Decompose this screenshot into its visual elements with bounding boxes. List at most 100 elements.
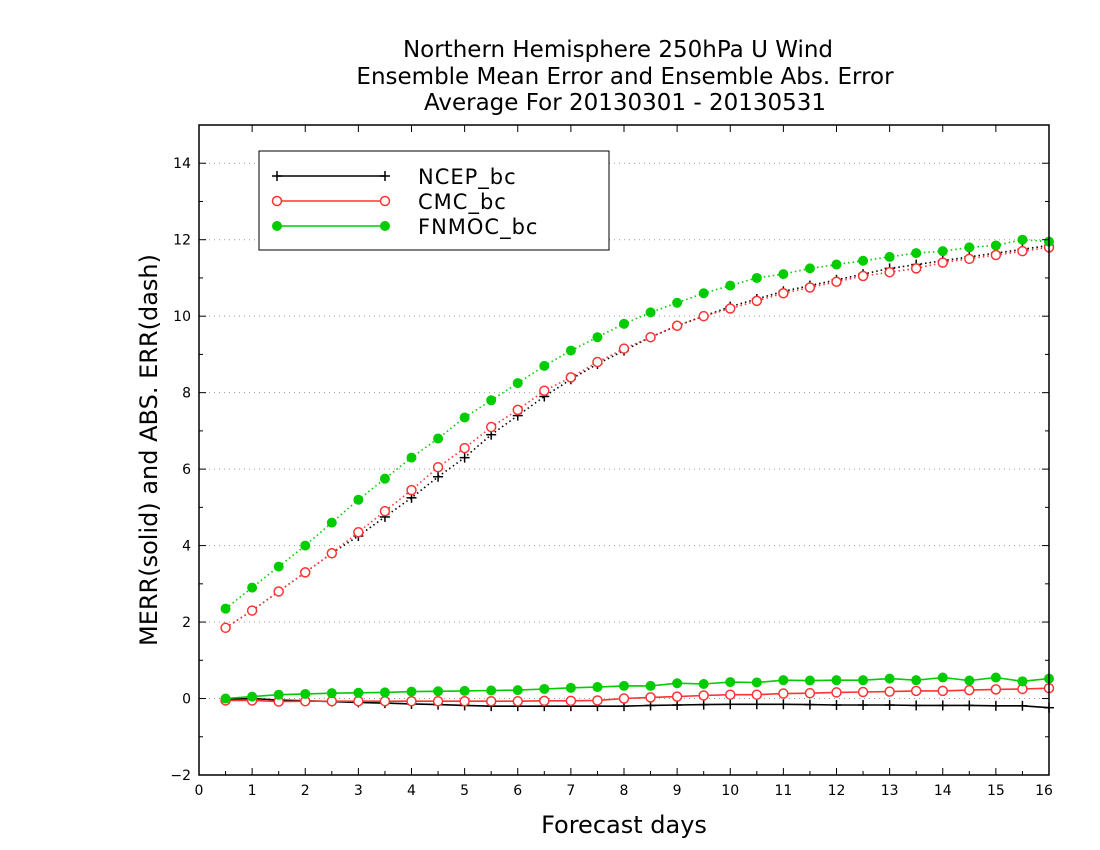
point-CMC_bc-abs_err: [512, 404, 523, 416]
point-FNMOC_bc-merr: [725, 677, 736, 688]
point-CMC_bc-abs_err: [565, 372, 577, 383]
line-CMC_bc-abs_err: [225, 246, 1050, 629]
point-CMC_bc-merr: [565, 695, 577, 707]
point-FNMOC_bc-abs_err: [300, 540, 311, 551]
point-CMC_bc-abs_err: [990, 249, 1002, 261]
line-NCEP_bc-abs_err: [225, 244, 1050, 629]
point-CMC_bc-abs_err: [937, 257, 948, 268]
x-tick-label: 10: [721, 783, 739, 799]
point-NCEP_bc-abs_err: [459, 452, 470, 463]
x-tick-label: 0: [195, 783, 204, 799]
x-tick-label: 5: [460, 783, 469, 799]
chart-title-line-3: Average For 20130301 - 20130531: [424, 90, 826, 116]
point-CMC_bc-merr: [751, 689, 763, 700]
x-axis-label: Forecast days: [541, 811, 707, 839]
point-FNMOC_bc-merr: [804, 675, 815, 686]
point-FNMOC_bc-merr: [964, 675, 975, 686]
point-NCEP_bc-merr: [751, 699, 762, 710]
point-FNMOC_bc-abs_err: [911, 248, 922, 259]
legend-item-FNMOC_bc: FNMOC_bc: [272, 215, 537, 240]
point-NCEP_bc-merr: [884, 700, 895, 711]
point-FNMOC_bc-merr: [645, 680, 656, 691]
point-FNMOC_bc-abs_err: [1017, 234, 1028, 245]
series-CMC_bc: [220, 242, 1055, 707]
point-FNMOC_bc-merr: [884, 673, 895, 684]
point-FNMOC_bc-merr: [220, 693, 231, 704]
point-CMC_bc-merr: [884, 686, 895, 697]
point-CMC_bc-abs_err: [432, 461, 444, 473]
point-FNMOC_bc-abs_err: [698, 288, 709, 299]
point-FNMOC_bc-merr: [433, 686, 444, 697]
point-NCEP_bc-merr: [778, 699, 789, 710]
point-CMC_bc-abs_err: [353, 526, 364, 538]
point-FNMOC_bc-merr: [539, 683, 550, 694]
point-CMC_bc-abs_err: [246, 605, 258, 616]
point-CMC_bc-abs_err: [459, 442, 470, 454]
point-CMC_bc-abs_err: [1017, 245, 1028, 257]
point-CMC_bc-abs_err: [326, 547, 338, 559]
point-FNMOC_bc-abs_err: [220, 603, 231, 614]
point-CMC_bc-merr: [485, 695, 497, 707]
point-FNMOC_bc-merr: [619, 680, 629, 691]
point-FNMOC_bc-merr: [273, 689, 284, 700]
point-FNMOC_bc-merr: [698, 679, 709, 689]
point-FNMOC_bc-merr: [486, 685, 497, 696]
x-tick-label: 14: [934, 783, 952, 799]
point-FNMOC_bc-abs_err: [990, 240, 1001, 251]
point-CMC_bc-abs_err: [645, 331, 656, 343]
point-FNMOC_bc-merr: [778, 675, 789, 686]
legend-item-NCEP_bc: NCEP_bc: [272, 165, 516, 190]
line-FNMOC_bc-abs_err: [225, 238, 1050, 610]
point-FNMOC_bc-abs_err: [645, 307, 656, 318]
point-NCEP_bc-merr: [858, 700, 869, 711]
point-FNMOC_bc-abs_err: [406, 452, 417, 463]
point-CMC_bc-abs_err: [751, 295, 763, 307]
point-FNMOC_bc-abs_err: [804, 263, 815, 274]
point-CMC_bc-merr: [804, 687, 816, 699]
x-tick-label: 12: [828, 783, 846, 799]
point-FNMOC_bc-abs_err: [565, 345, 576, 356]
point-FNMOC_bc-merr: [300, 688, 311, 699]
point-CMC_bc-abs_err: [539, 385, 550, 396]
point-CMC_bc-abs_err: [831, 276, 842, 288]
point-CMC_bc-merr: [432, 695, 444, 707]
point-FNMOC_bc-abs_err: [672, 297, 683, 308]
point-CMC_bc-abs_err: [485, 421, 497, 433]
point-FNMOC_bc-abs_err: [964, 242, 975, 253]
x-tick-label: 16: [1035, 783, 1053, 799]
y-tick-label: 0: [182, 692, 191, 708]
point-FNMOC_bc-abs_err: [486, 395, 497, 406]
point-FNMOC_bc-merr: [379, 687, 390, 698]
point-CMC_bc-merr: [671, 691, 683, 702]
x-tick-label: 2: [301, 783, 310, 799]
point-FNMOC_bc-abs_err: [858, 255, 869, 266]
x-tick-label: 3: [354, 783, 363, 799]
y-tick-label: 4: [182, 539, 191, 555]
point-CMC_bc-abs_err: [671, 320, 683, 331]
point-FNMOC_bc-merr: [990, 672, 1001, 683]
point-FNMOC_bc-abs_err: [353, 494, 364, 505]
point-FNMOC_bc-merr: [937, 672, 948, 683]
line-CMC_bc-merr: [225, 687, 1050, 703]
point-NCEP_bc-merr: [911, 700, 922, 711]
point-FNMOC_bc-abs_err: [619, 318, 629, 329]
point-CMC_bc-merr: [725, 689, 736, 700]
point-FNMOC_bc-abs_err: [459, 412, 470, 423]
legend-marker-end: [379, 195, 391, 207]
series-FNMOC_bc: [220, 234, 1054, 704]
point-FNMOC_bc-merr: [459, 685, 470, 696]
point-CMC_bc-abs_err: [618, 343, 630, 354]
x-tick-label: 4: [407, 783, 416, 799]
legend-marker-end: [380, 171, 390, 181]
point-CMC_bc-abs_err: [964, 253, 975, 265]
point-FNMOC_bc-abs_err: [326, 517, 337, 528]
point-FNMOC_bc-merr: [911, 675, 922, 686]
point-CMC_bc-merr: [857, 686, 869, 698]
point-CMC_bc-merr: [964, 684, 975, 696]
point-FNMOC_bc-abs_err: [751, 272, 762, 283]
point-CMC_bc-merr: [353, 695, 364, 707]
chart-title-line-2: Ensemble Mean Error and Ensemble Abs. Er…: [356, 64, 894, 90]
y-tick-label: 2: [182, 615, 191, 631]
point-FNMOC_bc-merr: [326, 688, 337, 699]
